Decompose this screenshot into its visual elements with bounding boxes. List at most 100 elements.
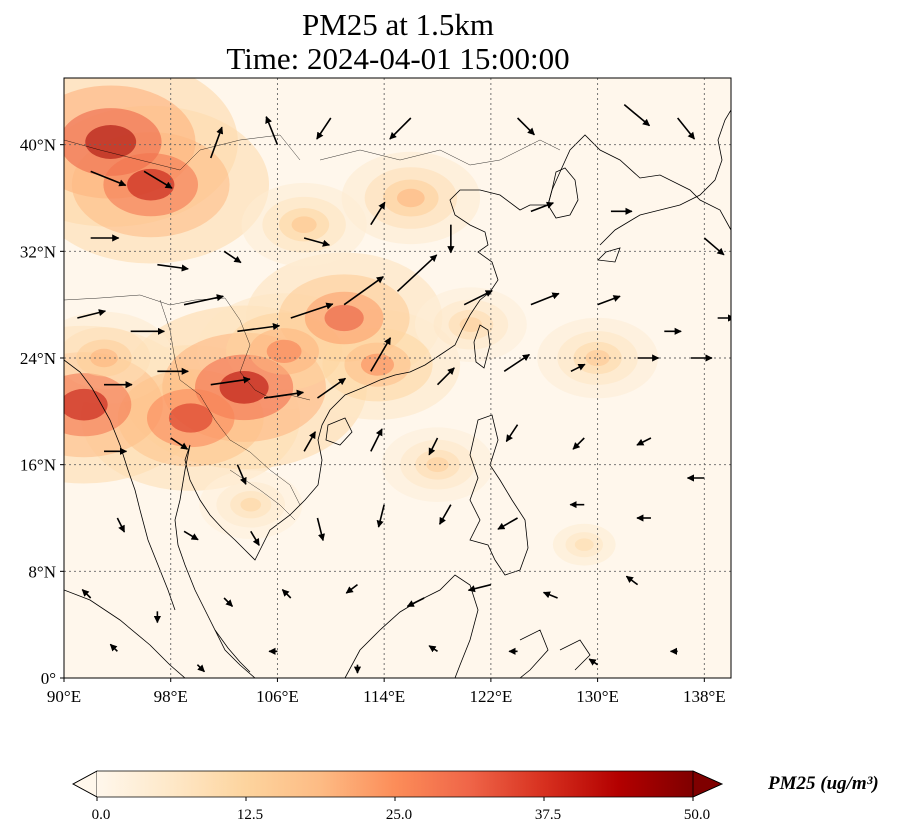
- pm25-hotspot: [574, 538, 594, 551]
- wind-arrow: [428, 645, 438, 653]
- wind-arrow: [303, 237, 331, 247]
- pm25-hotspot: [396, 188, 425, 208]
- wind-arrow: [370, 428, 383, 452]
- lat-tick-label: 32°N: [20, 242, 56, 261]
- colorbar-tick-label: 12.5: [237, 807, 263, 823]
- wind-arrow: [81, 589, 92, 599]
- colorbar-tick-label: 0.0: [92, 807, 111, 823]
- colorbar-min-extension: [72, 770, 98, 798]
- wind-arrow: [116, 517, 126, 533]
- pm25-hotspot: [127, 168, 175, 201]
- colorbar-scale: [97, 771, 693, 797]
- wind-arrow: [530, 292, 560, 306]
- wind-arrow: [223, 597, 234, 607]
- lon-tick-label: 130°E: [576, 687, 619, 706]
- colorbar: 0.0 12.5 25.0 37.5 50.0: [72, 770, 723, 823]
- pm25-hotspot: [64, 388, 108, 421]
- wind-arrow: [290, 302, 334, 319]
- wind-arrow: [157, 263, 189, 272]
- wind-arrow: [370, 337, 392, 372]
- wind-arrow: [636, 437, 652, 446]
- map-time-subtitle: Time: 2024-04-01 15:00:00: [226, 41, 570, 76]
- wind-arrow: [703, 237, 725, 256]
- lat-tick-label: 8°N: [28, 562, 56, 581]
- pm25-hotspot: [291, 216, 317, 234]
- wind-arrow: [530, 201, 554, 213]
- wind-arrow: [236, 464, 247, 485]
- pm25-hotspot: [426, 457, 449, 473]
- coastline-borneo: [344, 574, 479, 678]
- wind-arrow: [317, 377, 347, 399]
- wind-arrow: [343, 276, 384, 306]
- wind-arrow: [281, 589, 292, 599]
- map-title: PM25 at 1.5km: [301, 7, 495, 42]
- wind-arrow: [463, 289, 493, 306]
- lat-tick-label: 24°N: [20, 349, 56, 368]
- wind-arrow: [436, 367, 455, 386]
- wind-arrow: [588, 658, 599, 666]
- wind-arrow: [677, 117, 696, 140]
- pm25-hotspot: [85, 125, 137, 159]
- colorbar-ticks: 0.0 12.5 25.0 37.5 50.0: [92, 797, 710, 823]
- wind-arrow: [516, 117, 535, 136]
- wind-arrow: [428, 437, 439, 456]
- lat-tick-label: 16°N: [20, 456, 56, 475]
- wind-arrow: [250, 530, 260, 546]
- wind-arrow: [370, 201, 386, 226]
- wind-arrow: [467, 583, 492, 593]
- pm25-hotspot: [324, 304, 364, 332]
- wind-arrow: [316, 517, 325, 542]
- coastline-taiwan: [473, 324, 491, 369]
- coastline-malay-peninsula: [64, 589, 256, 678]
- map-frame: [63, 77, 732, 679]
- coastline-sulawesi: [519, 629, 591, 678]
- wind-arrow: [265, 115, 279, 145]
- wind-arrow: [143, 170, 173, 189]
- wind-arrow: [109, 643, 118, 652]
- pm25-concentration-field: [64, 78, 658, 566]
- border-line: [319, 139, 561, 166]
- wind-arrow: [570, 363, 586, 373]
- wind-arrow: [623, 104, 651, 127]
- pm25-hotspot: [459, 317, 483, 333]
- wind-arrow: [572, 437, 585, 450]
- wind-arrow: [90, 170, 127, 187]
- wind-arrow: [389, 117, 412, 140]
- wind-vectors: [77, 104, 731, 674]
- coastline-hainan: [325, 417, 353, 446]
- wind-arrow: [625, 575, 639, 586]
- coastline-japan: [597, 109, 731, 263]
- wind-arrow: [223, 250, 242, 264]
- colorbar-tick-label: 50.0: [684, 807, 710, 823]
- wind-arrow: [210, 376, 251, 386]
- graticule: [64, 78, 731, 678]
- lon-tick-label: 90°E: [47, 687, 81, 706]
- wind-arrow: [503, 353, 531, 372]
- lat-tick-label: 40°N: [20, 136, 56, 155]
- pm25-hotspot: [219, 370, 269, 404]
- lon-tick-label: 106°E: [256, 687, 299, 706]
- lon-tick-label: 114°E: [363, 687, 405, 706]
- coastline-philippines: [469, 414, 529, 576]
- axis-ticks: 90°E 98°E 106°E 114°E 122°E 130°E 138°E 0° 8°N 16…: [20, 136, 726, 706]
- pm25-hotspot: [266, 339, 302, 363]
- colorbar-label: PM25 (ug/m³): [768, 773, 879, 794]
- wind-arrow: [303, 431, 317, 452]
- wind-arrow: [597, 295, 621, 306]
- lon-tick-label: 138°E: [683, 687, 726, 706]
- pm25-hotspot: [240, 497, 262, 512]
- border-line: [159, 299, 181, 381]
- wind-arrow: [438, 504, 452, 525]
- wind-arrow: [542, 591, 558, 599]
- border-line: [64, 294, 311, 401]
- lon-tick-label: 98°E: [154, 687, 188, 706]
- coastline-bay-of-bengal: [64, 359, 176, 611]
- wind-arrow: [345, 584, 358, 594]
- wind-arrow: [376, 504, 385, 528]
- wind-arrow: [209, 126, 224, 159]
- wind-arrow: [396, 254, 438, 292]
- colorbar-tick-label: 37.5: [535, 807, 561, 823]
- wind-arrow: [183, 294, 224, 306]
- wind-arrow: [406, 597, 425, 608]
